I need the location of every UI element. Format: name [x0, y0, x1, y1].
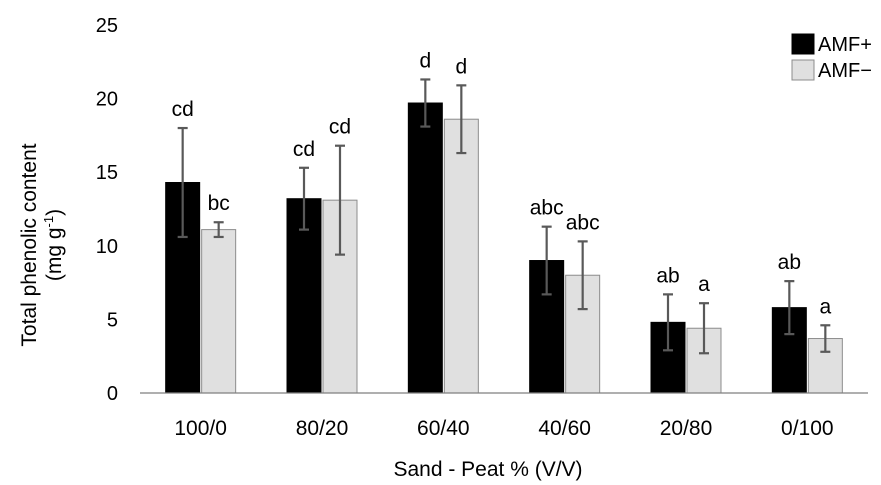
bar [443, 118, 479, 394]
legend: AMF+ AMF− [791, 33, 872, 82]
x-axis-categories: 100/0 80/20 60/40 40/60 20/80 0/100 [174, 417, 833, 440]
x-tick-label: 80/20 [296, 417, 349, 440]
significance-label: d [419, 49, 431, 72]
y-axis-ticks: 0 5 10 15 20 25 [96, 15, 118, 405]
bar [407, 102, 443, 394]
significance-label: ab [656, 264, 679, 287]
y-tick-label: 10 [96, 236, 118, 258]
significance-label: abc [566, 211, 600, 234]
significance-label: ab [778, 251, 801, 274]
x-tick-label: 20/80 [660, 417, 713, 440]
y-tick-label: 0 [107, 383, 118, 405]
y-axis-unit: (mg g-1) [41, 209, 66, 281]
legend-label: AMF+ [818, 34, 872, 56]
y-tick-label: 5 [107, 309, 118, 331]
legend-swatch [791, 59, 815, 81]
significance-label: cd [172, 98, 194, 121]
bar [529, 260, 565, 394]
significance-label: a [819, 295, 831, 318]
x-tick-label: 60/40 [417, 417, 470, 440]
x-tick-label: 100/0 [174, 417, 227, 440]
y-tick-label: 25 [96, 15, 118, 37]
y-tick-label: 20 [96, 89, 118, 111]
bar [286, 198, 322, 394]
x-tick-label: 0/100 [781, 417, 834, 440]
legend-label: AMF− [818, 60, 872, 82]
significance-label: a [698, 273, 710, 296]
error-bars [177, 78, 831, 355]
x-axis-title: Sand - Peat % (V/V) [393, 458, 582, 481]
legend-swatch [791, 33, 815, 55]
y-axis-title: Total phenolic content (mg g-1) [18, 143, 66, 346]
significance-label: abc [530, 197, 564, 220]
significance-label: cd [293, 138, 315, 161]
bars [165, 102, 843, 394]
significance-label: d [455, 55, 467, 78]
x-tick-label: 40/60 [538, 417, 591, 440]
significance-label: cd [329, 116, 351, 139]
y-tick-label: 15 [96, 162, 118, 184]
bar [201, 229, 237, 394]
significance-label: bc [208, 192, 230, 215]
svg-text:Total phenolic content: Total phenolic content [18, 143, 41, 346]
